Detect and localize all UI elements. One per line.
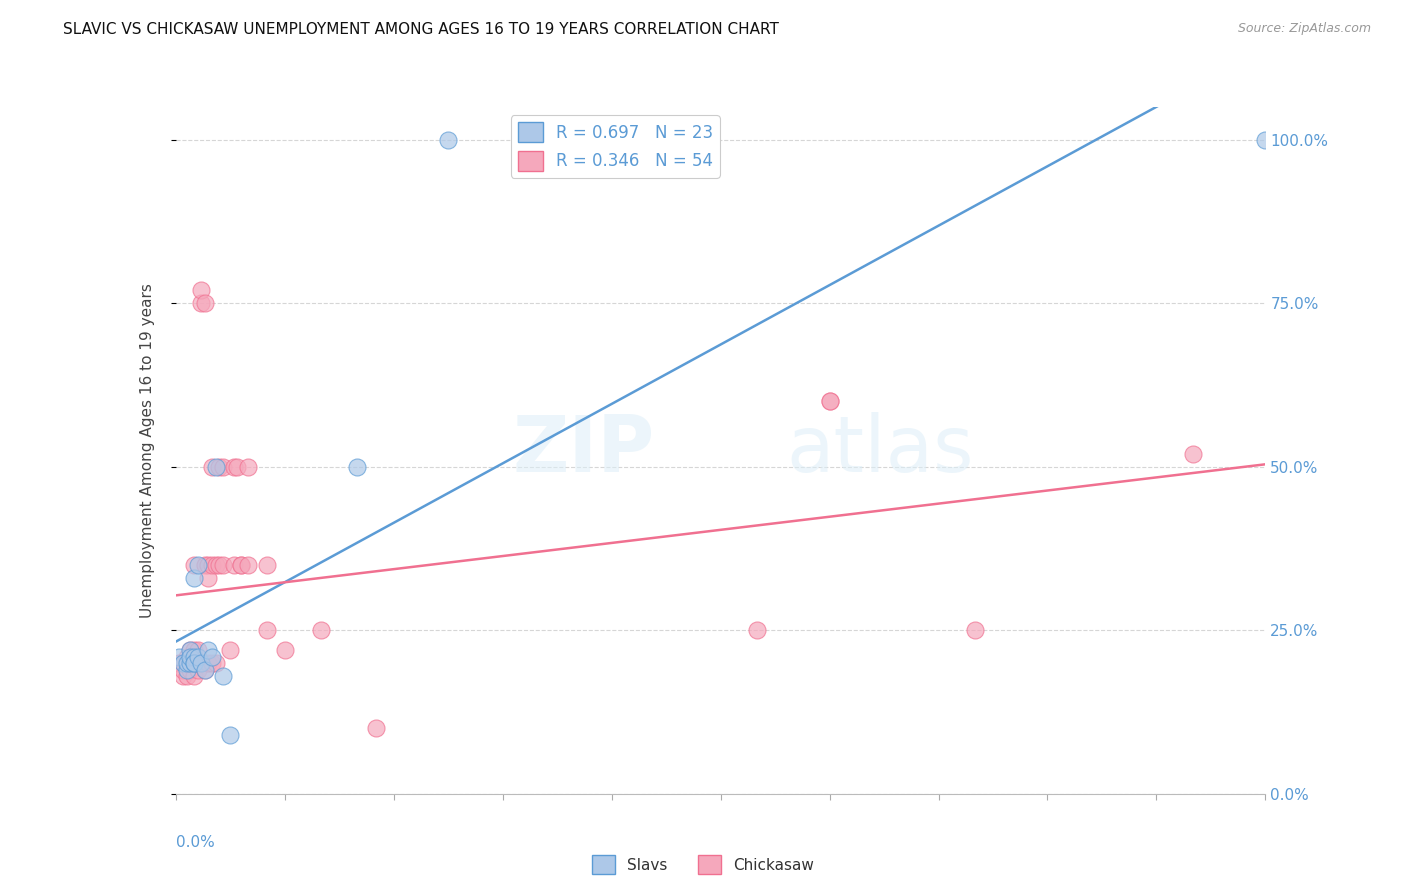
Point	[963, 624, 986, 638]
Point	[1254, 133, 1277, 147]
Point	[818, 394, 841, 409]
Point	[172, 663, 194, 677]
Point	[197, 558, 219, 572]
Point	[183, 656, 205, 670]
Point	[208, 459, 231, 474]
Text: Source: ZipAtlas.com: Source: ZipAtlas.com	[1237, 22, 1371, 36]
Point	[231, 558, 253, 572]
Point	[176, 649, 198, 664]
Text: SLAVIC VS CHICKASAW UNEMPLOYMENT AMONG AGES 16 TO 19 YEARS CORRELATION CHART: SLAVIC VS CHICKASAW UNEMPLOYMENT AMONG A…	[63, 22, 779, 37]
Point	[818, 394, 841, 409]
Point	[183, 656, 205, 670]
Point	[172, 656, 194, 670]
Point	[179, 649, 201, 664]
Point	[197, 643, 219, 657]
Point	[183, 649, 205, 664]
Point	[183, 669, 205, 683]
Point	[238, 459, 260, 474]
Text: atlas: atlas	[786, 412, 973, 489]
Point	[201, 558, 224, 572]
Point	[204, 558, 226, 572]
Text: 0.0%: 0.0%	[176, 835, 215, 850]
Point	[179, 649, 201, 664]
Point	[186, 663, 209, 677]
Point	[201, 656, 224, 670]
Point	[197, 571, 219, 585]
Legend: R = 0.697   N = 23, R = 0.346   N = 54: R = 0.697 N = 23, R = 0.346 N = 54	[510, 115, 720, 178]
Point	[186, 649, 209, 664]
Point	[364, 722, 387, 736]
Point	[190, 283, 212, 297]
Point	[226, 459, 249, 474]
Point	[256, 624, 278, 638]
Point	[197, 656, 219, 670]
Point	[169, 656, 191, 670]
Point	[201, 459, 224, 474]
Point	[222, 459, 245, 474]
Point	[186, 643, 209, 657]
Point	[183, 656, 205, 670]
Point	[745, 624, 768, 638]
Point	[183, 558, 205, 572]
Point	[204, 656, 226, 670]
Point	[212, 558, 235, 572]
Point	[201, 649, 224, 664]
Point	[179, 656, 201, 670]
Point	[186, 558, 209, 572]
Point	[179, 656, 201, 670]
Point	[183, 656, 205, 670]
Point	[172, 669, 194, 683]
Point	[222, 558, 245, 572]
Point	[176, 656, 198, 670]
Point	[346, 459, 368, 474]
Point	[219, 643, 242, 657]
Point	[190, 296, 212, 310]
Point	[194, 558, 217, 572]
Point	[238, 558, 260, 572]
Point	[176, 656, 198, 670]
Point	[169, 649, 191, 664]
Point	[183, 643, 205, 657]
Point	[212, 669, 235, 683]
Point	[274, 643, 297, 657]
Point	[219, 728, 242, 742]
Point	[186, 656, 209, 670]
Point	[194, 663, 217, 677]
Point	[212, 459, 235, 474]
Text: ZIP: ZIP	[513, 412, 655, 489]
Point	[183, 571, 205, 585]
Point	[1181, 447, 1204, 461]
Legend: Slavs, Chickasaw: Slavs, Chickasaw	[586, 849, 820, 880]
Point	[172, 656, 194, 670]
Point	[231, 558, 253, 572]
Point	[176, 669, 198, 683]
Point	[204, 459, 226, 474]
Point	[194, 663, 217, 677]
Point	[176, 663, 198, 677]
Point	[194, 296, 217, 310]
Point	[179, 643, 201, 657]
Point	[437, 133, 460, 147]
Point	[309, 624, 332, 638]
Point	[256, 558, 278, 572]
Point	[179, 663, 201, 677]
Point	[190, 656, 212, 670]
Point	[208, 558, 231, 572]
Point	[179, 643, 201, 657]
Y-axis label: Unemployment Among Ages 16 to 19 years: Unemployment Among Ages 16 to 19 years	[141, 283, 155, 618]
